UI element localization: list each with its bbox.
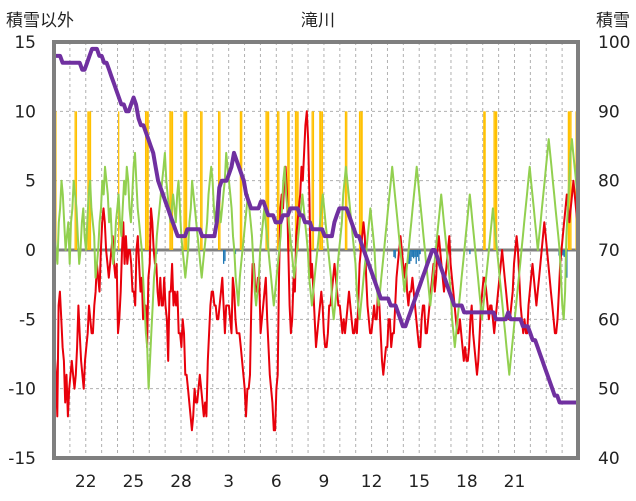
precipitation-bar: [224, 250, 226, 262]
sunshine-bar: [358, 111, 361, 250]
sunshine-bar: [570, 111, 572, 250]
right-tick-label: 90: [598, 102, 620, 122]
x-tick-label: 3: [223, 472, 234, 492]
snow_depth-line: [55, 46, 577, 405]
left-tick-labels: 15 10 5 0 -5 -10 -15: [8, 33, 36, 469]
sunshine-bar: [312, 111, 315, 250]
right-tick-label: 70: [598, 241, 620, 261]
sunshine-bar: [87, 111, 89, 250]
sunshine-bar: [276, 111, 279, 250]
sunshine-bar: [278, 111, 280, 250]
sunshine-bar: [294, 111, 297, 250]
left-tick-label: 15: [14, 33, 36, 53]
x-tick-labels: 22 25 28 3 6 9 12 15 18 21: [75, 472, 525, 492]
precipitation-bar: [414, 250, 416, 257]
line-series: [53, 46, 579, 432]
sunshine-bar: [74, 111, 76, 250]
precipitation-bar: [415, 250, 417, 264]
sunshine-bar: [171, 111, 174, 250]
sunshine-bar: [147, 111, 149, 250]
sunshine-bar: [265, 111, 267, 250]
x-tick-label: 12: [361, 472, 383, 492]
left-tick-label: -5: [19, 310, 36, 330]
sunshine-bar: [118, 111, 120, 250]
sunshine-bar: [185, 111, 188, 250]
sunshine-bar: [311, 111, 313, 250]
x-tick-label: 18: [456, 472, 478, 492]
right-tick-label: 40: [598, 449, 620, 469]
precipitation-bar: [469, 250, 471, 255]
sunshine-bar: [287, 111, 289, 250]
x-tick-label: 6: [271, 472, 282, 492]
sunshine-bar: [484, 111, 486, 250]
precipitation-bar: [222, 250, 225, 264]
sunshine-bar: [169, 111, 171, 250]
x-tick-label: 21: [504, 472, 526, 492]
precipitation-bar: [410, 250, 412, 262]
sunshine-bar: [361, 111, 363, 250]
sunshine-bar: [288, 111, 290, 250]
sunshine-bar: [296, 111, 298, 250]
left-tick-label: 5: [25, 172, 36, 192]
temperature-line: [53, 110, 579, 432]
left-tick-label: 0: [25, 241, 36, 261]
sunshine-bar: [146, 111, 148, 250]
x-tick-label: 22: [75, 472, 97, 492]
precipitation-bar: [416, 250, 419, 257]
right-tick-label: 60: [598, 310, 620, 330]
sunshine-bar: [493, 111, 495, 250]
precipitation-bar: [419, 250, 421, 255]
sunshine-bar: [496, 111, 498, 250]
sunshine-bar: [266, 111, 268, 250]
wind-line: [53, 138, 579, 390]
sunshine-bar: [321, 111, 324, 250]
sunshine-bar: [494, 111, 497, 250]
precipitation-bar: [562, 250, 564, 256]
sunshine-bar: [183, 111, 185, 250]
sunshine-bar: [201, 111, 203, 250]
sunshine-bar: [267, 111, 270, 250]
left-tick-label: 10: [14, 102, 36, 122]
right-tick-label: 80: [598, 172, 620, 192]
right-tick-label: 50: [598, 380, 620, 400]
chart-title: 滝川: [301, 11, 335, 31]
right-axis-label: 積雪: [596, 11, 630, 31]
sunshine-bar: [320, 111, 322, 250]
sunshine-bar: [184, 111, 186, 250]
sunshine-bar: [75, 111, 78, 250]
precipitation-bar: [411, 250, 413, 257]
precipitation-bar: [234, 250, 237, 255]
plot-frame: [52, 40, 580, 460]
precipitation-bar: [394, 250, 396, 259]
sunshine-bar: [360, 111, 362, 250]
sunshine-bar: [217, 111, 220, 250]
sunshine-bar: [144, 111, 147, 250]
left-axis-label: 積雪以外: [6, 11, 74, 31]
precipitation-bar: [409, 250, 411, 264]
left-tick-label: -15: [8, 449, 36, 469]
right-tick-labels: 100 90 80 70 60 50 40: [598, 33, 630, 469]
right-tick-label: 100: [598, 33, 630, 53]
sunshine-bar: [483, 111, 485, 250]
left-tick-label: -10: [8, 380, 36, 400]
precipitation-bar: [566, 250, 568, 278]
sunshine-bar: [297, 111, 299, 250]
x-tick-label: 15: [408, 472, 430, 492]
sunshine-bar: [200, 111, 202, 250]
precipitation-bar: [393, 250, 395, 257]
x-tick-label: 25: [123, 472, 145, 492]
precipitation-bar: [563, 250, 565, 257]
x-tick-label: 9: [319, 472, 330, 492]
precipitation-bar: [418, 250, 420, 262]
sunshine-bar: [239, 111, 242, 250]
sunshine-bar: [170, 111, 172, 250]
x-tick-label: 28: [170, 472, 192, 492]
precipitation-bar: [412, 250, 415, 259]
sunshine-bar: [319, 111, 321, 250]
